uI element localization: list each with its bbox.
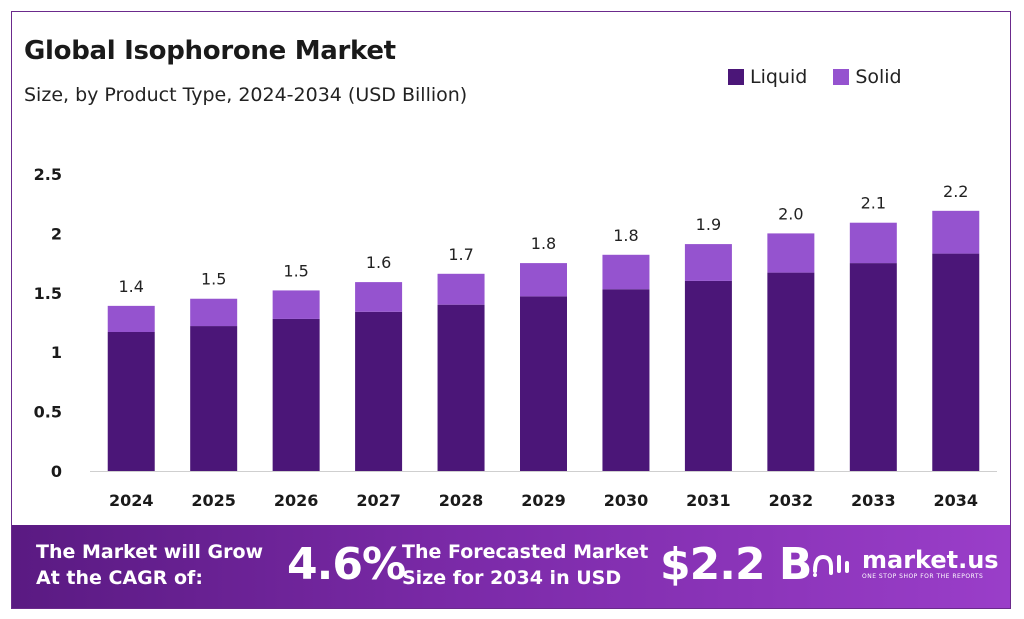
x-tick-label: 2031 (686, 491, 731, 510)
data-label: 2.1 (861, 194, 886, 213)
cagr-caption: The Market will Grow At the CAGR of: (36, 541, 264, 589)
x-tick-label: 2032 (769, 491, 814, 510)
bar-solid (932, 210, 980, 254)
bar-liquid (190, 326, 238, 471)
data-label: 1.8 (613, 226, 638, 245)
forecast-value: $2.2 B (660, 539, 812, 590)
forecast-caption: The Forecasted Market Size for 2034 in U… (402, 541, 649, 589)
x-tick-label: 2024 (109, 491, 154, 510)
data-label: 1.6 (366, 253, 391, 272)
x-tick-label: 2025 (191, 491, 236, 510)
bar-solid (107, 305, 155, 333)
bar-solid (849, 222, 897, 264)
data-label: 2.2 (943, 182, 968, 201)
brand-name: market.us (862, 546, 999, 574)
bar-solid (520, 263, 567, 297)
y-tick-label: 2 (51, 224, 62, 243)
bar-solid (355, 282, 403, 312)
market-us-logo-icon (813, 554, 849, 577)
brand-logo: market.us ONE STOP SHOP FOR THE REPORTS (812, 547, 999, 581)
data-label: 1.5 (201, 270, 226, 289)
legend-item-solid: Solid (833, 66, 902, 88)
bar-solid (602, 254, 650, 290)
y-tick-label: 0 (51, 462, 62, 481)
data-label: 2.0 (778, 204, 803, 223)
brand-tagline: ONE STOP SHOP FOR THE REPORTS (862, 573, 984, 580)
y-tick-label: 0.5 (34, 403, 62, 422)
x-tick-label: 2030 (604, 491, 649, 510)
chart-frame: Global Isophorone Market Size, by Produc… (11, 11, 1011, 609)
legend-item-liquid: Liquid (728, 66, 807, 88)
bar-liquid (520, 296, 567, 471)
bar-liquid (107, 332, 155, 471)
data-label: 1.4 (119, 277, 144, 296)
footer-banner: The Market will Grow At the CAGR of: 4.6… (12, 525, 1010, 608)
data-label: 1.9 (696, 215, 721, 234)
legend-swatch-liquid (728, 69, 744, 85)
bar-solid (767, 233, 815, 273)
x-tick-label: 2027 (356, 491, 401, 510)
bar-liquid (355, 311, 403, 471)
legend-label-liquid: Liquid (750, 66, 808, 88)
data-label: 1.5 (283, 261, 308, 280)
bar-liquid (932, 253, 980, 471)
x-tick-label: 2028 (439, 491, 484, 510)
bar-solid (684, 244, 732, 281)
cagr-value: 4.6% (287, 539, 406, 590)
bar-solid (190, 298, 238, 327)
x-tick-label: 2033 (851, 491, 896, 510)
bar-liquid (437, 304, 485, 471)
bar-liquid (272, 318, 320, 471)
bar-liquid (684, 280, 732, 471)
data-label: 1.8 (531, 234, 556, 253)
bar-chart: 0 0.5 1 1.5 2 2.5 1.4 2024 1.5 2025 1.5 2026 1.6 2027… (34, 165, 997, 510)
bar-solid (272, 290, 320, 319)
legend: Liquid Solid (728, 66, 902, 88)
bar-liquid (849, 263, 897, 471)
bar-liquid (602, 289, 650, 471)
chart-subtitle: Size, by Product Type, 2024-2034 (USD Bi… (24, 84, 468, 106)
y-tick-label: 1.5 (34, 284, 62, 303)
bar-liquid (767, 272, 815, 471)
chart-title: Global Isophorone Market (24, 36, 396, 66)
legend-label-solid: Solid (855, 66, 902, 88)
data-label: 1.7 (448, 245, 473, 264)
y-tick-label: 2.5 (34, 165, 62, 184)
x-tick-label: 2034 (934, 491, 979, 510)
bar-solid (437, 273, 485, 305)
y-tick-label: 1 (51, 343, 62, 362)
legend-swatch-solid (833, 69, 850, 85)
x-tick-label: 2026 (274, 491, 319, 510)
x-tick-label: 2029 (521, 491, 566, 510)
